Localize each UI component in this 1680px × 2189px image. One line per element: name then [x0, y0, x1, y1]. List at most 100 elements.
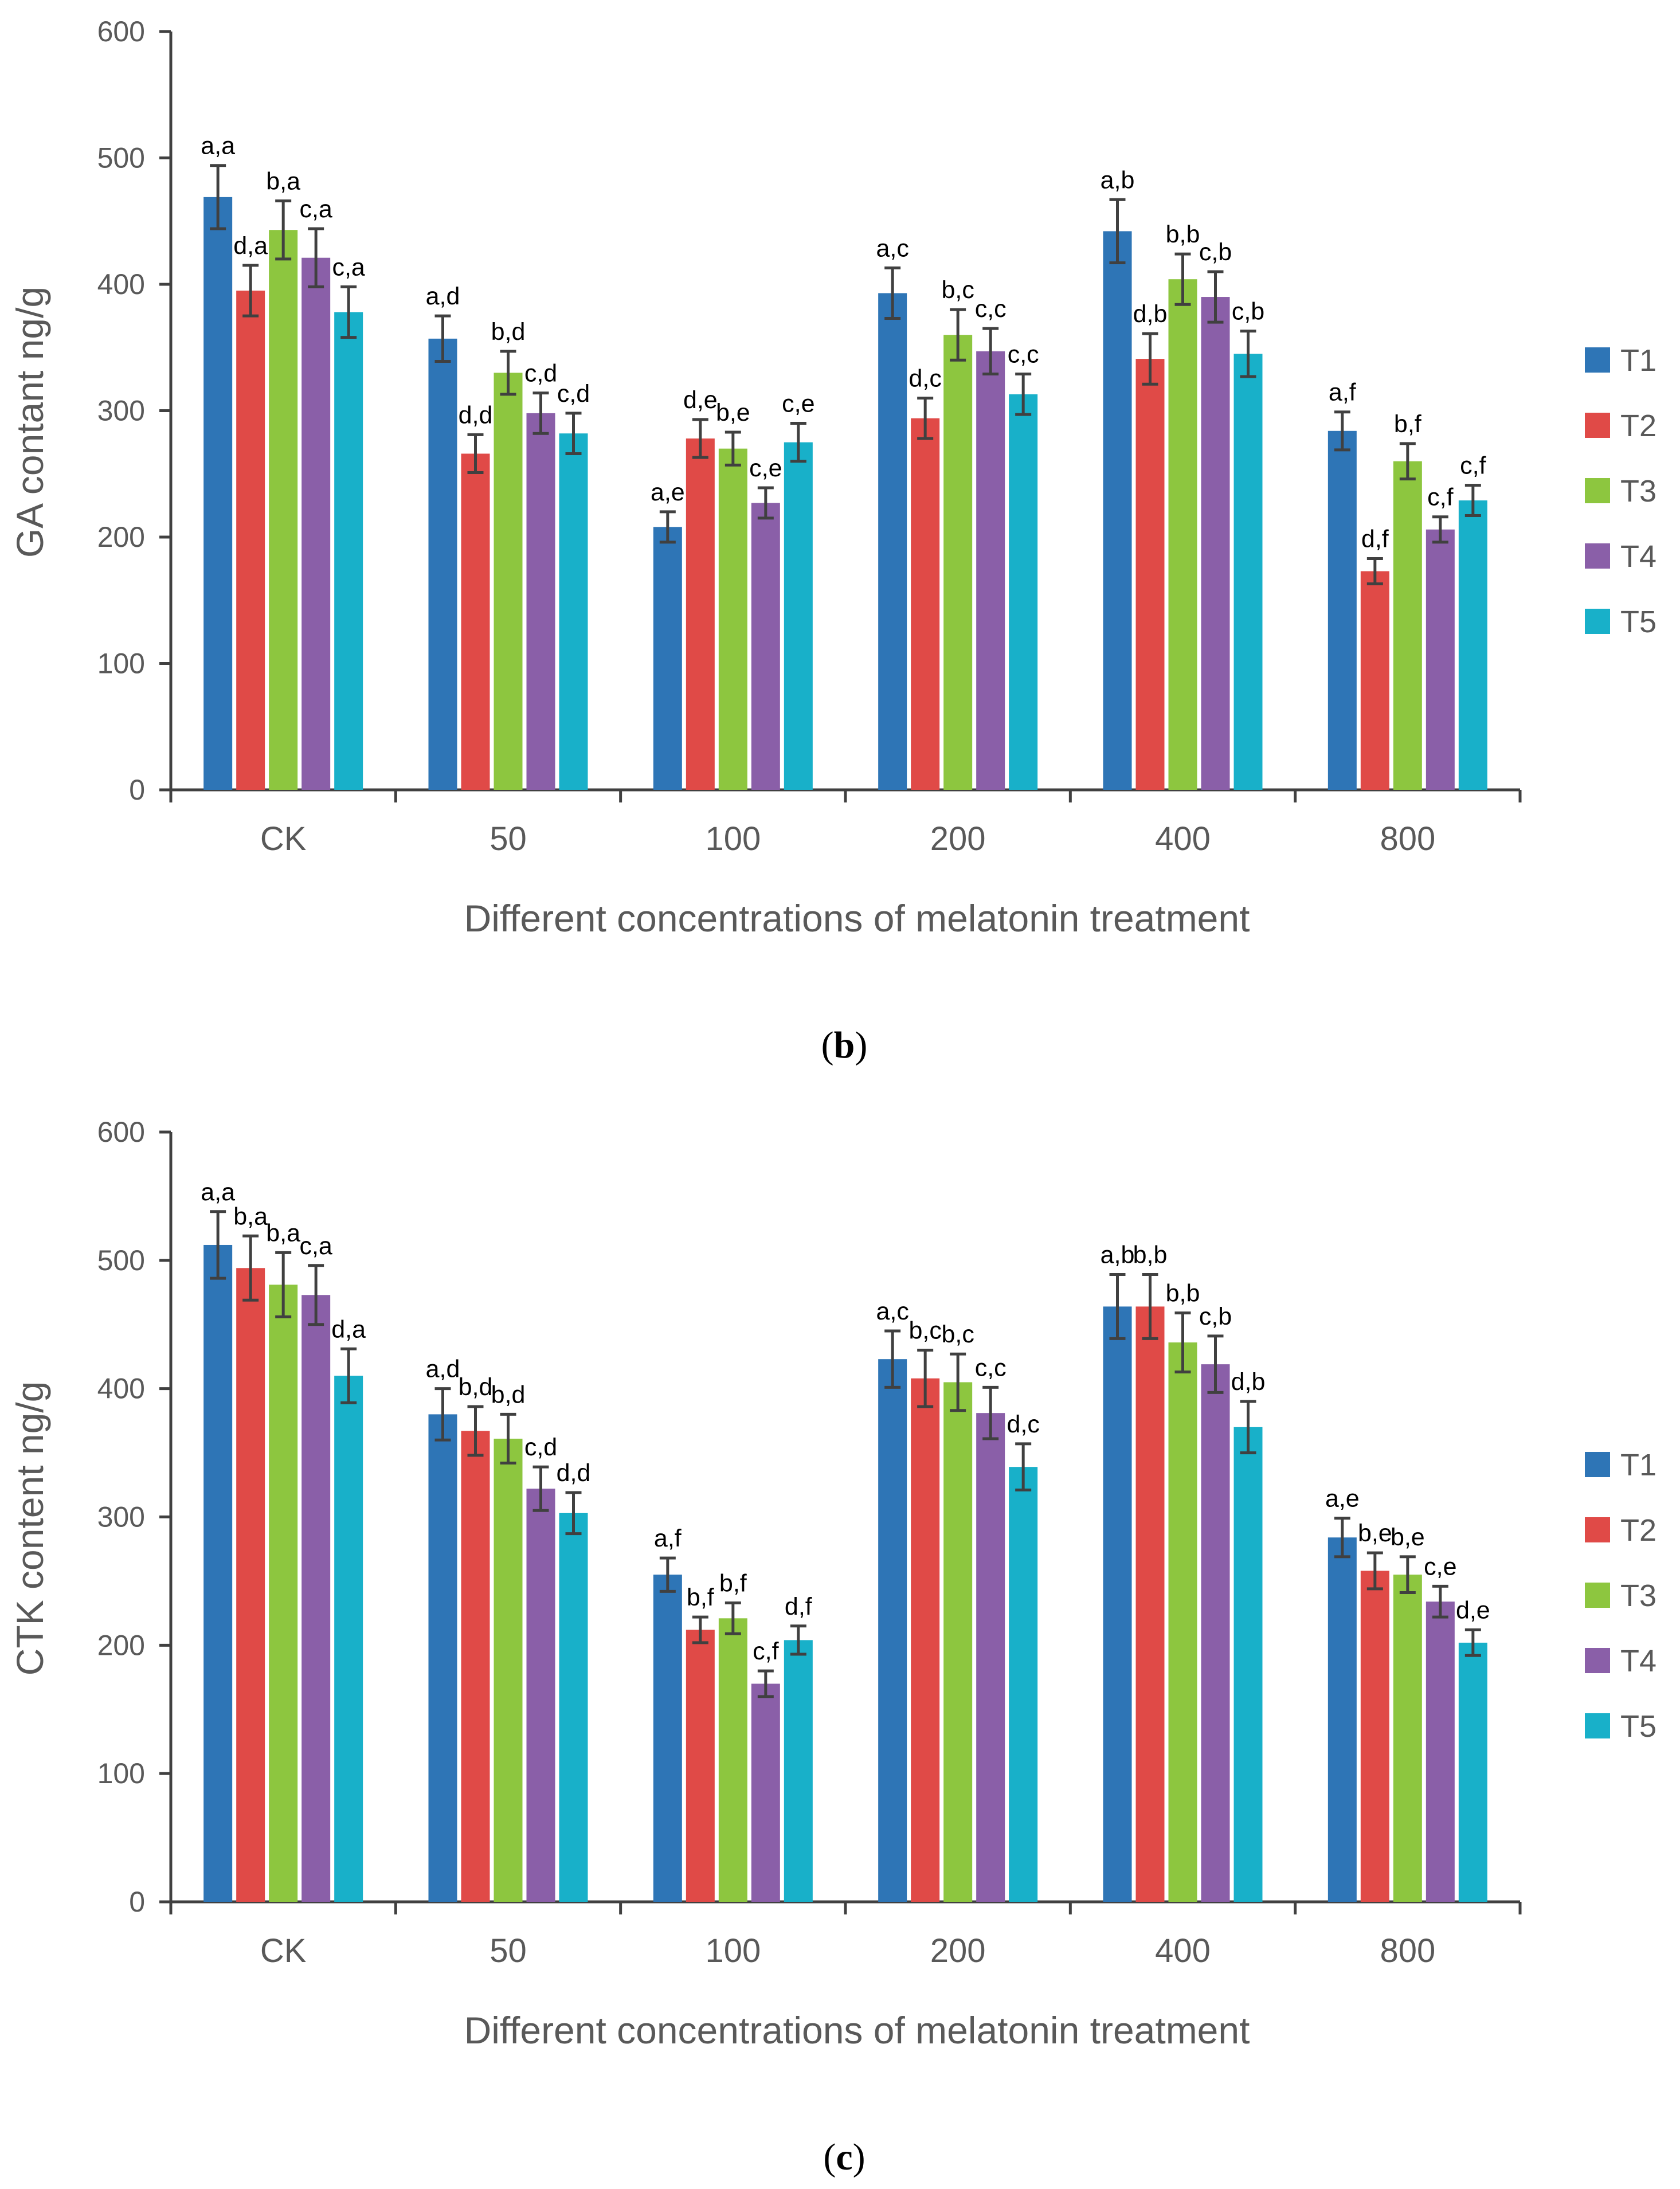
bar-T3-800: [1393, 1575, 1422, 1902]
y-tick-label: 400: [97, 268, 145, 300]
bar-T3-400: [1168, 279, 1197, 790]
y-axis-title: GA contant ng/g: [9, 287, 51, 558]
bar-T3-CK: [269, 1285, 298, 1902]
bar-T5-100: [784, 442, 813, 790]
data-label: c,a: [299, 1232, 332, 1260]
x-category-label: 800: [1380, 820, 1435, 857]
bar-T1-200: [878, 293, 907, 790]
x-category-label: 50: [489, 820, 527, 857]
bar-T5-100: [784, 1640, 813, 1902]
bar-T5-200: [1009, 1467, 1038, 1902]
legend-swatch-T1: [1585, 1452, 1610, 1477]
data-label: c,f: [753, 1638, 779, 1665]
data-label: d,b: [1231, 1368, 1266, 1396]
data-label: c,b: [1232, 298, 1264, 326]
bar-T4-200: [976, 351, 1005, 790]
x-category-label: CK: [260, 820, 307, 857]
bar-T2-100: [686, 1630, 715, 1902]
x-axis-title: Different concentrations of melatonin tr…: [464, 2009, 1250, 2051]
bar-T4-50: [526, 413, 555, 790]
bar-T3-100: [718, 448, 747, 790]
data-label: b,b: [1133, 1241, 1168, 1268]
y-axis-title: CTK content ng/g: [9, 1381, 51, 1676]
data-label: b,f: [687, 1584, 715, 1611]
bar-T2-CK: [236, 1268, 265, 1902]
data-label: c,c: [1008, 341, 1039, 369]
data-label: a,f: [1329, 379, 1357, 406]
x-category-label: 200: [930, 820, 986, 857]
data-label: d,d: [557, 1459, 591, 1487]
x-category-label: 100: [705, 820, 761, 857]
x-category-label: 800: [1380, 1932, 1435, 1969]
bar-T1-50: [428, 338, 457, 790]
bar-T1-100: [653, 527, 682, 790]
data-label: d,c: [908, 365, 941, 392]
bar-T1-CK: [203, 197, 233, 790]
bar-T5-50: [559, 1513, 588, 1902]
data-label: b,d: [491, 318, 526, 346]
panel-caption: (b): [821, 1024, 868, 1066]
bar-T4-800: [1426, 1601, 1455, 1902]
data-label: c,e: [749, 455, 782, 482]
data-label: c,d: [524, 1434, 557, 1461]
legend-swatch-T5: [1585, 609, 1610, 634]
y-tick-label: 0: [129, 1886, 145, 1918]
data-label: a,f: [654, 1525, 682, 1552]
bar-T4-CK: [301, 257, 331, 790]
data-label: a,a: [201, 132, 235, 160]
data-label: d,e: [683, 386, 718, 414]
data-label: b,c: [908, 1317, 941, 1345]
data-label: c,a: [299, 195, 332, 223]
data-label: a,e: [651, 479, 685, 506]
x-category-label: 200: [930, 1932, 986, 1969]
data-label: b,a: [233, 1203, 268, 1230]
y-tick-label: 200: [97, 521, 145, 553]
bar-T4-100: [751, 503, 780, 790]
bar-T3-800: [1393, 461, 1422, 790]
y-tick-label: 400: [97, 1373, 145, 1405]
legend-swatch-T3: [1585, 478, 1610, 503]
data-label: b,f: [719, 1569, 747, 1597]
bar-T5-200: [1009, 394, 1038, 790]
data-label: d,d: [459, 401, 493, 429]
bar-T4-50: [526, 1489, 555, 1902]
legend-label-T1: T1: [1620, 1448, 1656, 1482]
legend-swatch-T2: [1585, 1517, 1610, 1542]
bar-T1-400: [1103, 1306, 1132, 1902]
bar-T4-400: [1201, 297, 1230, 790]
data-label: b,c: [941, 1321, 974, 1348]
y-tick-label: 300: [97, 395, 145, 427]
bar-T2-50: [461, 453, 490, 790]
data-label: c,c: [975, 1354, 1007, 1381]
x-category-label: 100: [705, 1932, 761, 1969]
legend: T1 T2 T3 T4 T5: [1585, 343, 1656, 639]
data-label: a,e: [1325, 1485, 1360, 1513]
legend-swatch-T3: [1585, 1583, 1610, 1608]
bar-T1-50: [428, 1414, 457, 1902]
bar-T1-100: [653, 1575, 682, 1902]
x-category-label: 400: [1155, 820, 1211, 857]
data-label: b,c: [941, 276, 974, 304]
legend-label-T5: T5: [1620, 1709, 1656, 1744]
data-label: c,d: [557, 380, 590, 408]
data-label: b,e: [1358, 1520, 1392, 1547]
bar-T1-200: [878, 1359, 907, 1902]
bar-T5-800: [1458, 500, 1487, 790]
bar-T3-200: [943, 335, 973, 790]
bar-T3-CK: [269, 230, 298, 790]
data-label: d,f: [1361, 525, 1389, 553]
y-tick-label: 300: [97, 1501, 145, 1533]
bar-T5-CK: [334, 1376, 363, 1902]
data-label: d,a: [233, 232, 268, 260]
bar-T2-800: [1360, 1571, 1389, 1902]
legend-label-T1: T1: [1620, 343, 1656, 378]
bar-T3-400: [1168, 1342, 1197, 1902]
y-tick-label: 600: [97, 15, 145, 48]
bar-T3-50: [494, 1438, 523, 1902]
legend-label-T3: T3: [1620, 474, 1656, 508]
data-label: c,f: [1460, 452, 1486, 480]
x-axis-title: Different concentrations of melatonin tr…: [464, 897, 1250, 939]
y-tick-label: 200: [97, 1629, 145, 1661]
legend: T1 T2 T3 T4 T5: [1585, 1448, 1656, 1744]
chart-panel-b: 0 100 200 300 400 500 600 CK 50 100 200 400 800 a,a a,…: [9, 15, 1656, 1066]
